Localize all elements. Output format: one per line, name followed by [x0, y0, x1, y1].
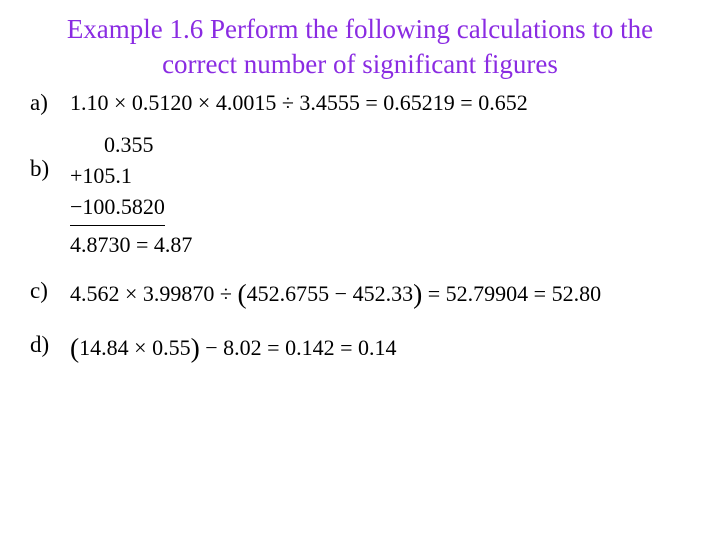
- expr-a: 1.10 × 0.5120 × 4.0015 ÷ 3.4555 = 0.6521…: [70, 90, 690, 116]
- expr-b: 0.355 +105.1 −100.5820 4.8730 = 4.87: [70, 130, 690, 260]
- page-title: Example 1.6 Perform the following calcul…: [0, 0, 720, 90]
- label-b: b): [30, 130, 70, 182]
- stack-line-3: −100.5820: [70, 192, 192, 223]
- problems-list: a) 1.10 × 0.5120 × 4.0015 ÷ 3.4555 = 0.6…: [0, 90, 720, 364]
- title-text: Example 1.6 Perform the following calcul…: [67, 14, 653, 79]
- lparen-icon: (: [237, 278, 246, 309]
- expr-c: 4.562 × 3.99870 ÷ (452.6755 − 452.33) = …: [70, 278, 690, 310]
- c-right: = 52.79904 = 52.80: [422, 281, 601, 306]
- d-right: − 8.02 = 0.142 = 0.14: [200, 335, 397, 360]
- stack-rule: [70, 225, 165, 226]
- c-left: 4.562 × 3.99870 ÷: [70, 281, 237, 306]
- label-c: c): [30, 278, 70, 304]
- stack-line-1: 0.355: [70, 130, 192, 161]
- problem-a: a) 1.10 × 0.5120 × 4.0015 ÷ 3.4555 = 0.6…: [30, 90, 690, 116]
- problem-c: c) 4.562 × 3.99870 ÷ (452.6755 − 452.33)…: [30, 278, 690, 310]
- rparen-icon: ): [191, 332, 200, 363]
- lparen-icon: (: [70, 332, 79, 363]
- stack-line-2: +105.1: [70, 161, 192, 192]
- label-d: d): [30, 332, 70, 358]
- stack-result: 4.8730 = 4.87: [70, 230, 192, 261]
- label-a: a): [30, 90, 70, 116]
- rparen-icon: ): [413, 278, 422, 309]
- c-inner: 452.6755 − 452.33: [247, 281, 413, 306]
- problem-b: b) 0.355 +105.1 −100.5820 4.8730 = 4.87: [30, 130, 690, 260]
- problem-d: d) (14.84 × 0.55) − 8.02 = 0.142 = 0.14: [30, 332, 690, 364]
- d-inner: 14.84 × 0.55: [79, 335, 190, 360]
- addition-stack: 0.355 +105.1 −100.5820 4.8730 = 4.87: [70, 130, 192, 260]
- expr-d: (14.84 × 0.55) − 8.02 = 0.142 = 0.14: [70, 332, 690, 364]
